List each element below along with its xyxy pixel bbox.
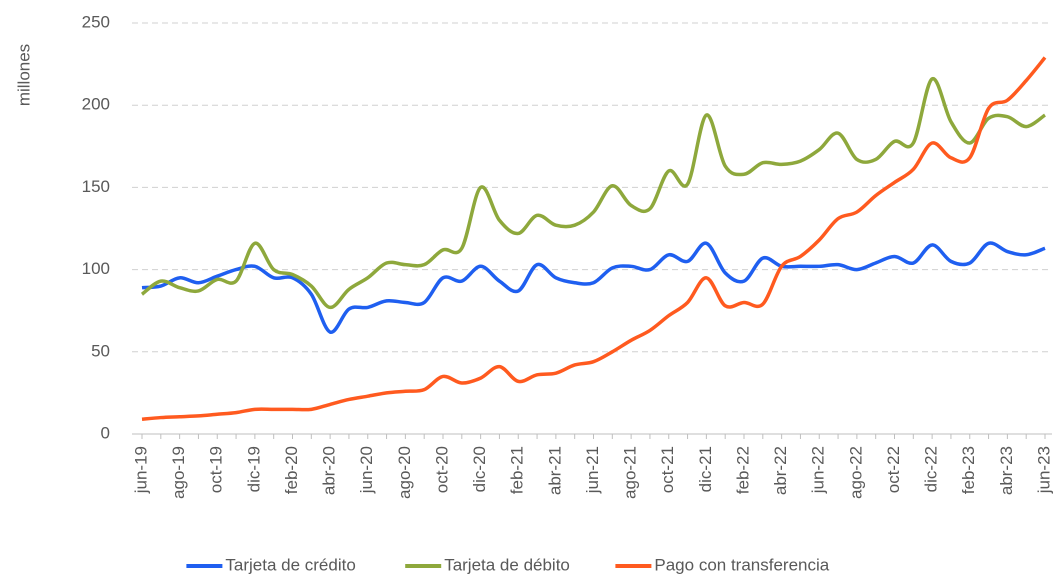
x-tick-label: dic-19	[244, 446, 263, 492]
x-tick-label: oct-20	[432, 446, 451, 493]
legend-label: Tarjeta de débito	[444, 555, 570, 574]
x-tick-label: abr-23	[997, 446, 1016, 495]
y-tick-label: 100	[82, 259, 110, 278]
x-tick-label: jun-20	[357, 446, 376, 494]
y-tick-label: 200	[82, 95, 110, 114]
x-tick-label: dic-22	[922, 446, 941, 492]
x-tick-label: ago-19	[169, 446, 188, 499]
x-tick-label: jun-22	[809, 446, 828, 494]
x-tick-label: jun-23	[1034, 446, 1053, 494]
x-tick-label: feb-21	[508, 446, 527, 494]
x-tick-label: feb-20	[282, 446, 301, 494]
legend-label: Tarjeta de crédito	[225, 555, 355, 574]
series-line	[141, 56, 1047, 421]
y-tick-label: 150	[82, 177, 110, 196]
series-line	[140, 77, 1047, 310]
x-tick-label: feb-22	[733, 446, 752, 494]
x-tick-label: ago-21	[621, 446, 640, 499]
x-tick-label: jun-21	[583, 446, 602, 494]
y-axis-label: millones	[14, 44, 33, 106]
x-tick-label: oct-22	[884, 446, 903, 493]
x-tick-label: dic-20	[470, 446, 489, 492]
x-tick-label: jun-19	[131, 446, 150, 494]
x-tick-label: ago-22	[846, 446, 865, 499]
x-tick-label: ago-20	[395, 446, 414, 499]
x-tick-label: dic-21	[696, 446, 715, 492]
y-tick-label: 250	[82, 12, 110, 31]
x-tick-label: abr-20	[320, 446, 339, 495]
x-tick-label: abr-21	[545, 446, 564, 495]
y-tick-label: 0	[101, 423, 110, 442]
legend-label: Pago con transferencia	[654, 555, 829, 574]
series-line	[141, 241, 1046, 334]
x-tick-label: oct-21	[658, 446, 677, 493]
y-tick-label: 50	[91, 341, 110, 360]
x-tick-label: abr-22	[771, 446, 790, 495]
x-tick-label: oct-19	[207, 446, 226, 493]
x-tick-label: feb-23	[959, 446, 978, 494]
